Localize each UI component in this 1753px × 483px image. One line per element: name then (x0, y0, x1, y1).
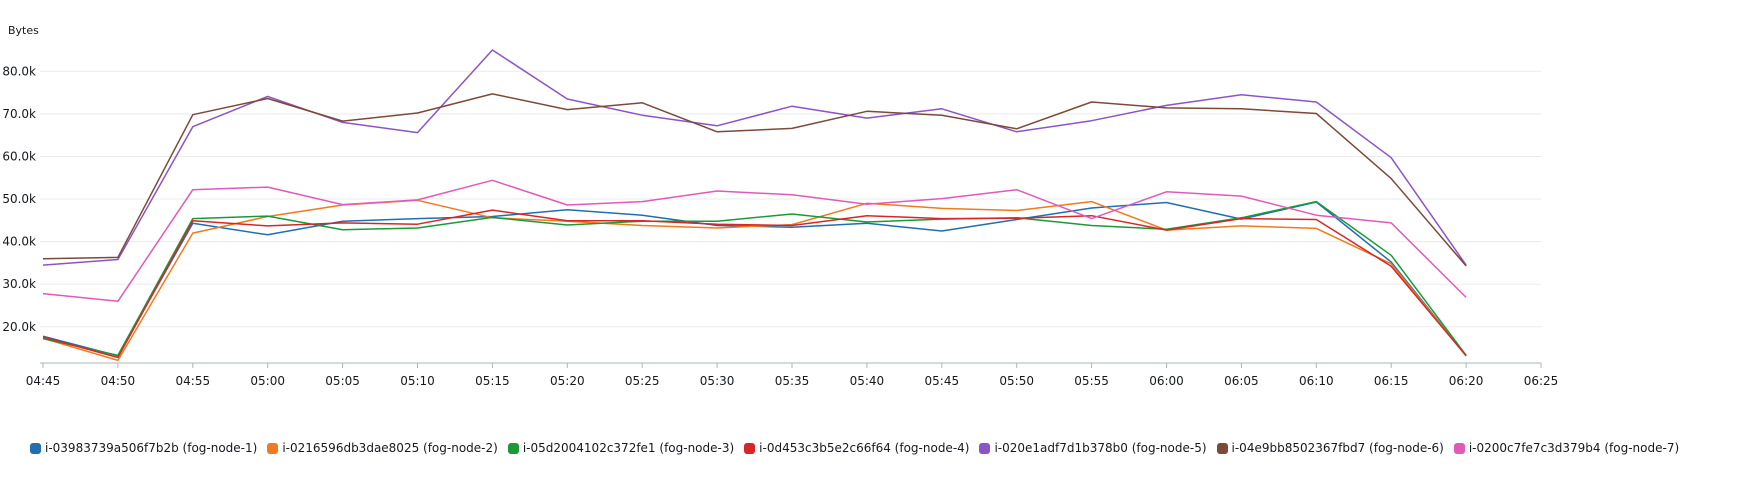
x-tick-label: 05:10 (400, 374, 435, 388)
legend-swatch (744, 442, 756, 454)
y-tick-label: 30.0k (2, 277, 36, 291)
legend-item[interactable]: i-020e1adf7d1b378b0 (fog-node-5) (979, 441, 1207, 455)
series-line-7[interactable] (42, 179, 1467, 303)
series-line-5[interactable] (42, 49, 1467, 266)
legend-swatch (1453, 442, 1465, 454)
legend-item[interactable]: i-03983739a506f7b2b (fog-node-1) (30, 441, 257, 455)
legend-label: i-0200c7fe7c3d379b4 (fog-node-7) (1468, 441, 1680, 455)
series-lines (42, 49, 1467, 362)
series-line-3[interactable] (42, 200, 1467, 357)
x-tick-label: 05:05 (325, 374, 360, 388)
legend-item[interactable]: i-04e9bb8502367fbd7 (fog-node-6) (1216, 441, 1444, 455)
x-tick-label: 05:50 (999, 374, 1034, 388)
legend-label: i-0216596db3dae8025 (fog-node-2) (282, 441, 498, 455)
x-tick-label: 06:20 (1449, 374, 1484, 388)
y-tick-label: 50.0k (2, 192, 36, 206)
y-tick-label: 80.0k (2, 64, 36, 78)
grid-lines (40, 70, 1541, 328)
y-tick-label: 70.0k (2, 107, 36, 121)
line-chart: Bytes 20.0k 30.0k 40.0k 50.0k 60.0k 70.0k 80.0… (2, 24, 1559, 388)
x-axis-ticks: 04:45 04:50 04:55 05:00 05:05 05:10 05:15 05:20… (26, 363, 1559, 388)
x-tick-label: 04:45 (26, 374, 61, 388)
y-axis-ticks: 20.0k 30.0k 40.0k 50.0k 60.0k 70.0k 80.0k (2, 64, 36, 334)
legend-item[interactable]: i-05d2004102c372fe1 (fog-node-3) (507, 441, 735, 455)
legend: i-03983739a506f7b2b (fog-node-1) i-021659… (30, 441, 1679, 455)
legend-label: i-03983739a506f7b2b (fog-node-1) (45, 441, 258, 455)
legend-swatch (1216, 442, 1228, 454)
legend-item[interactable]: i-0216596db3dae8025 (fog-node-2) (267, 441, 498, 455)
x-tick-label: 05:35 (775, 374, 810, 388)
legend-swatch (267, 442, 279, 454)
x-tick-label: 05:45 (925, 374, 960, 388)
y-tick-label: 60.0k (2, 149, 36, 163)
x-tick-label: 05:30 (700, 374, 735, 388)
y-tick-label: 40.0k (2, 235, 36, 249)
x-tick-label: 06:05 (1224, 374, 1259, 388)
x-tick-label: 06:10 (1299, 374, 1334, 388)
legend-item[interactable]: i-0200c7fe7c3d379b4 (fog-node-7) (1453, 441, 1680, 455)
legend-swatch (507, 442, 519, 454)
x-tick-label: 05:55 (1074, 374, 1109, 388)
x-tick-label: 05:20 (550, 374, 585, 388)
y-tick-label: 20.0k (2, 320, 36, 334)
x-tick-label: 06:15 (1374, 374, 1409, 388)
legend-label: i-020e1adf7d1b378b0 (fog-node-5) (994, 441, 1207, 455)
legend-swatch (30, 442, 41, 454)
legend-label: i-0d453c3b5e2c66f64 (fog-node-4) (759, 441, 970, 455)
y-axis-unit-label: Bytes (8, 24, 39, 37)
legend-label: i-05d2004102c372fe1 (fog-node-3) (522, 441, 735, 455)
series-line-6[interactable] (42, 93, 1467, 267)
x-tick-label: 04:55 (176, 374, 211, 388)
x-tick-label: 06:25 (1524, 374, 1559, 388)
legend-swatch (979, 442, 991, 454)
series-line-4[interactable] (42, 209, 1467, 359)
x-tick-label: 05:25 (625, 374, 660, 388)
legend-label: i-04e9bb8502367fbd7 (fog-node-6) (1231, 441, 1444, 455)
x-tick-label: 05:40 (850, 374, 885, 388)
x-tick-label: 05:15 (475, 374, 510, 388)
legend-item[interactable]: i-0d453c3b5e2c66f64 (fog-node-4) (744, 441, 969, 455)
x-tick-label: 06:00 (1149, 374, 1184, 388)
x-tick-label: 04:50 (101, 374, 136, 388)
series-line-2[interactable] (42, 199, 1467, 362)
x-tick-label: 05:00 (250, 374, 285, 388)
